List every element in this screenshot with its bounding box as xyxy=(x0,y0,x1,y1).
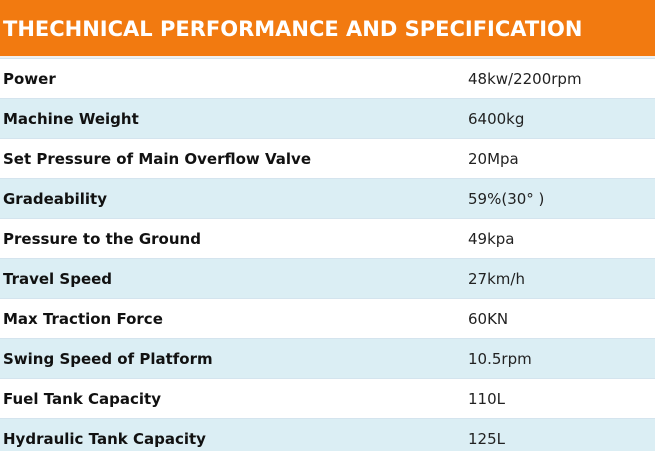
spec-label: Power xyxy=(3,69,56,88)
spec-row-overflow-valve-pressure: Set Pressure of Main Overflow Valve 20Mp… xyxy=(0,138,655,178)
spec-value: 110L xyxy=(468,389,505,408)
spec-value: 27km/h xyxy=(468,269,525,288)
spec-label: Pressure to the Ground xyxy=(3,229,201,248)
spec-row-power: Power 48kw/2200rpm xyxy=(0,58,655,98)
spec-label: Travel Speed xyxy=(3,269,113,288)
spec-value: 20Mpa xyxy=(468,149,519,168)
spec-value: 125L xyxy=(468,429,505,448)
spec-title: THECHNICAL PERFORMANCE AND SPECIFICATION xyxy=(0,0,655,58)
spec-row-gradeability: Gradeability 59%(30° ) xyxy=(0,178,655,218)
spec-label: Max Traction Force xyxy=(3,309,163,328)
spec-value: 49kpa xyxy=(468,229,515,248)
spec-value: 60KN xyxy=(468,309,509,328)
spec-value: 6400kg xyxy=(468,109,525,128)
spec-label: Set Pressure of Main Overflow Valve xyxy=(3,149,312,168)
spec-value: 59%(30° ) xyxy=(468,189,545,208)
spec-row-swing-speed: Swing Speed of Platform 10.5rpm xyxy=(0,338,655,378)
spec-value: 48kw/2200rpm xyxy=(468,69,582,88)
spec-row-hydraulic-tank: Hydraulic Tank Capacity 125L xyxy=(0,418,655,451)
spec-label: Hydraulic Tank Capacity xyxy=(3,429,206,448)
spec-label: Gradeability xyxy=(3,189,107,208)
spec-value: 10.5rpm xyxy=(468,349,532,368)
spec-label: Swing Speed of Platform xyxy=(3,349,213,368)
spec-rows: Power 48kw/2200rpm Machine Weight 6400kg… xyxy=(0,58,655,451)
spec-label: Fuel Tank Capacity xyxy=(3,389,161,408)
spec-row-max-traction-force: Max Traction Force 60KN xyxy=(0,298,655,338)
spec-row-fuel-tank: Fuel Tank Capacity 110L xyxy=(0,378,655,418)
spec-row-machine-weight: Machine Weight 6400kg xyxy=(0,98,655,138)
spec-row-travel-speed: Travel Speed 27km/h xyxy=(0,258,655,298)
spec-label: Machine Weight xyxy=(3,109,139,128)
spec-row-ground-pressure: Pressure to the Ground 49kpa xyxy=(0,218,655,258)
